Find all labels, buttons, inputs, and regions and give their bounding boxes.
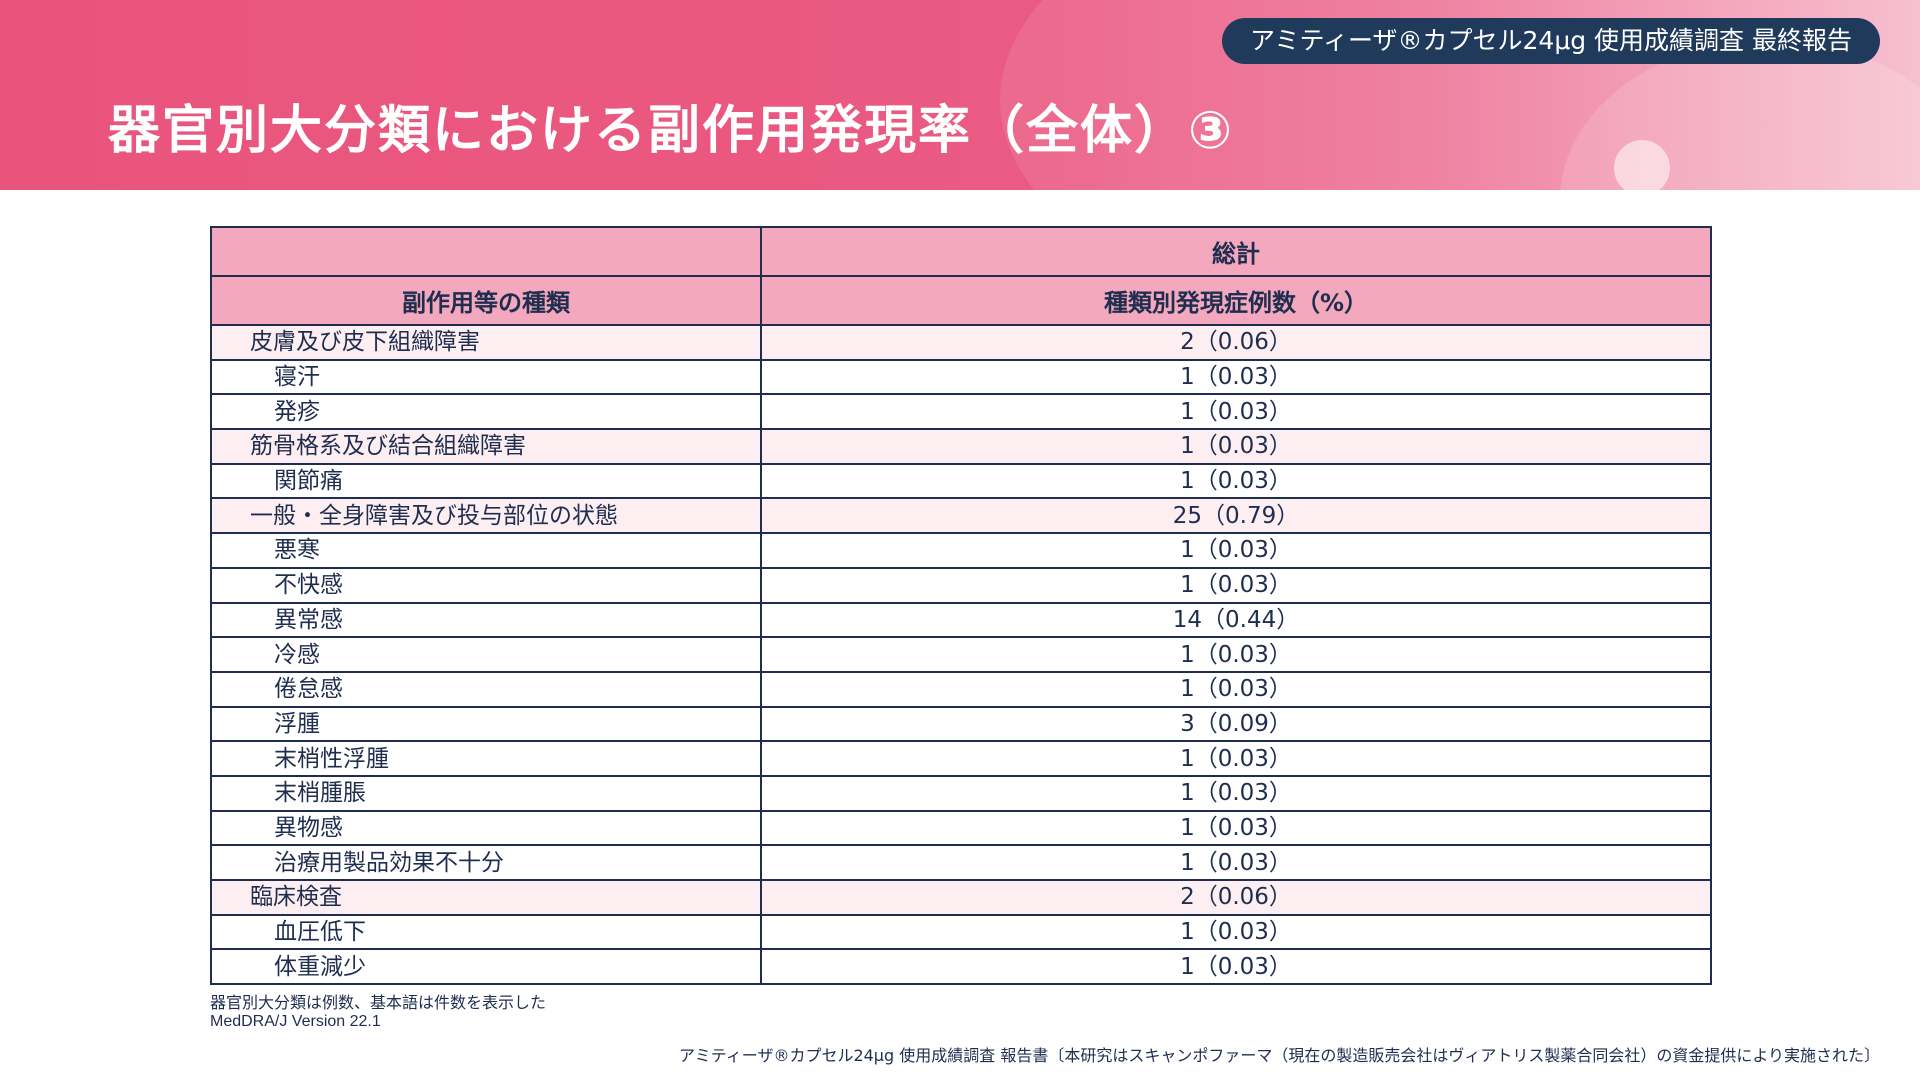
- header-total: 総計: [760, 226, 1712, 277]
- case-count-cell: 2（0.06）: [760, 879, 1712, 916]
- table-row: 末梢性浮腫 1（0.03）: [210, 740, 1712, 777]
- table-row: 関節痛 1（0.03）: [210, 462, 1712, 500]
- table-row: 不快感 1（0.03）: [210, 566, 1712, 604]
- preferred-term-cell: 体重減少: [210, 948, 762, 986]
- header-banner: アミティーザ®カプセル24μg 使用成績調査 最終報告 器官別大分類における副作…: [0, 0, 1920, 190]
- preferred-term-cell: 不快感: [210, 566, 762, 604]
- header-case-count: 種類別発現症例数（%）: [760, 275, 1712, 326]
- table-row: 筋骨格系及び結合組織障害 1（0.03）: [210, 428, 1712, 465]
- preferred-term-cell: 発疹: [210, 393, 762, 431]
- table-row: 発疹 1（0.03）: [210, 393, 1712, 431]
- meddra-version: MedDRA/J Version 22.1: [210, 1013, 381, 1030]
- preferred-term-cell: 異常感: [210, 601, 762, 639]
- footnote: 器官別大分類は例数、基本語は件数を表示した MedDRA/J Version 2…: [210, 993, 546, 1031]
- case-count-cell: 1（0.03）: [760, 740, 1712, 777]
- case-count-cell: 1（0.03）: [760, 774, 1712, 812]
- header-reaction-type: 副作用等の種類: [210, 275, 762, 326]
- preferred-term-cell: 倦怠感: [210, 670, 762, 708]
- header-blank-cell: [210, 226, 762, 277]
- case-count-cell: 1（0.03）: [760, 428, 1712, 465]
- case-count-cell: 25（0.79）: [760, 497, 1712, 535]
- case-count-cell: 1（0.03）: [760, 462, 1712, 500]
- report-badge: アミティーザ®カプセル24μg 使用成績調査 最終報告: [1222, 18, 1880, 64]
- table-row: 皮膚及び皮下組織障害 2（0.06）: [210, 324, 1712, 361]
- table-row: 体重減少 1（0.03）: [210, 948, 1712, 986]
- table-row: 末梢腫脹 1（0.03）: [210, 774, 1712, 812]
- case-count-cell: 1（0.03）: [760, 358, 1712, 396]
- case-count-cell: 1（0.03）: [760, 566, 1712, 604]
- preferred-term-cell: 末梢性浮腫: [210, 740, 762, 777]
- case-count-cell: 1（0.03）: [760, 670, 1712, 708]
- case-count-cell: 1（0.03）: [760, 948, 1712, 986]
- table-row: 異常感 14（0.44）: [210, 601, 1712, 639]
- case-count-cell: 3（0.09）: [760, 705, 1712, 743]
- preferred-term-cell: 異物感: [210, 809, 762, 847]
- organ-class-cell: 一般・全身障害及び投与部位の状態: [210, 497, 762, 535]
- case-count-cell: 1（0.03）: [760, 844, 1712, 881]
- preferred-term-cell: 悪寒: [210, 532, 762, 569]
- table-body: 皮膚及び皮下組織障害 2（0.06） 寝汗 1（0.03） 発疹 1（0.03） 筋骨格系及…: [210, 324, 1712, 986]
- case-count-cell: 1（0.03）: [760, 636, 1712, 673]
- table-header-row: 副作用等の種類 種類別発現症例数（%）: [210, 275, 1712, 326]
- table-row: 臨床検査 2（0.06）: [210, 879, 1712, 916]
- footnote-line: 器官別大分類は例数、基本語は件数を表示した: [210, 993, 547, 1012]
- case-count-cell: 14（0.44）: [760, 601, 1712, 639]
- table-header-row-top: 総計: [210, 226, 1712, 277]
- organ-class-cell: 筋骨格系及び結合組織障害: [210, 428, 762, 465]
- table-row: 異物感 1（0.03）: [210, 809, 1712, 847]
- preferred-term-cell: 関節痛: [210, 462, 762, 500]
- case-count-cell: 1（0.03）: [760, 393, 1712, 431]
- table-row: 悪寒 1（0.03）: [210, 532, 1712, 569]
- source-citation: アミティーザ®カプセル24μg 使用成績調査 報告書〔本研究はスキャンポファーマ…: [679, 1046, 1880, 1065]
- table-row: 寝汗 1（0.03）: [210, 358, 1712, 396]
- case-count-cell: 2（0.06）: [760, 324, 1712, 361]
- adverse-reaction-table-container: 総計 副作用等の種類 種類別発現症例数（%） 皮膚及び皮下組織障害 2（0.06）…: [210, 226, 1712, 986]
- table-row: 一般・全身障害及び投与部位の状態 25（0.79）: [210, 497, 1712, 535]
- case-count-cell: 1（0.03）: [760, 532, 1712, 569]
- case-count-cell: 1（0.03）: [760, 809, 1712, 847]
- preferred-term-cell: 末梢腫脹: [210, 774, 762, 812]
- decorative-circle: [1614, 140, 1670, 190]
- adverse-reaction-table: 総計 副作用等の種類 種類別発現症例数（%） 皮膚及び皮下組織障害 2（0.06）…: [210, 226, 1712, 986]
- page-title: 器官別大分類における副作用発現率（全体）③: [108, 101, 1235, 161]
- preferred-term-cell: 浮腫: [210, 705, 762, 743]
- table-row: 血圧低下 1（0.03）: [210, 913, 1712, 951]
- preferred-term-cell: 冷感: [210, 636, 762, 673]
- preferred-term-cell: 血圧低下: [210, 913, 762, 951]
- preferred-term-cell: 治療用製品効果不十分: [210, 844, 762, 881]
- table-row: 冷感 1（0.03）: [210, 636, 1712, 673]
- organ-class-cell: 皮膚及び皮下組織障害: [210, 324, 762, 361]
- preferred-term-cell: 寝汗: [210, 358, 762, 396]
- organ-class-cell: 臨床検査: [210, 879, 762, 916]
- table-row: 浮腫 3（0.09）: [210, 705, 1712, 743]
- table-row: 倦怠感 1（0.03）: [210, 670, 1712, 708]
- case-count-cell: 1（0.03）: [760, 913, 1712, 951]
- table-row: 治療用製品効果不十分 1（0.03）: [210, 844, 1712, 881]
